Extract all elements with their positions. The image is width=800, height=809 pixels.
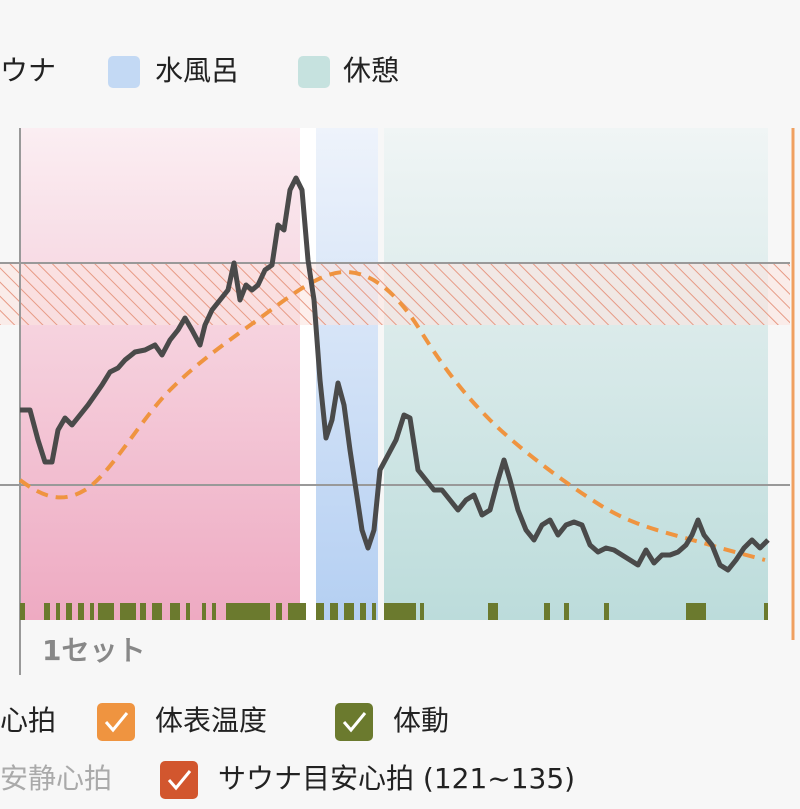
activity-bar [56, 603, 60, 620]
check [104, 712, 129, 733]
activity-bar [330, 603, 338, 620]
legend-label: 水風呂 [155, 54, 239, 87]
activity-bar [604, 603, 609, 620]
temperature-line [18, 269, 766, 562]
activity-bar [140, 603, 146, 620]
legend-label: 心拍 [0, 704, 56, 737]
legend-label: ウナ [0, 54, 56, 87]
set-label: 1セット [42, 634, 145, 667]
target-band [0, 263, 790, 325]
checkbox[interactable] [160, 761, 198, 799]
activity-bar [360, 603, 366, 620]
activity [20, 603, 768, 620]
legend-swatch [298, 56, 330, 88]
activity-bar [202, 603, 206, 620]
activity-bar [488, 603, 498, 620]
activity-bar [152, 603, 162, 620]
activity-bar [44, 603, 50, 620]
activity-bar [344, 603, 354, 620]
activity-bar [90, 603, 94, 620]
check [342, 712, 367, 733]
activity-bar [544, 603, 550, 620]
check [167, 770, 192, 791]
activity-bar [186, 603, 190, 620]
activity-bar [764, 603, 768, 620]
legend-label: 体動 [393, 704, 449, 737]
legend-label: サウナ目安心拍 (121~135) [218, 762, 575, 795]
activity-bar [384, 603, 416, 620]
legend-label: 安静心拍 [0, 762, 112, 795]
activity-bar [212, 603, 216, 620]
activity-bar [120, 603, 136, 620]
activity-bar [226, 603, 270, 620]
plot: 1セット [0, 128, 795, 675]
legend-swatch [108, 56, 140, 88]
sauna-zone [20, 128, 300, 620]
checkbox[interactable] [335, 703, 373, 741]
legend-top: ウナ 水風呂 休憩 [0, 54, 399, 88]
activity-bar [98, 603, 114, 620]
bath-zone [316, 128, 378, 620]
activity-bar [372, 603, 376, 620]
activity-bar [276, 603, 282, 620]
activity-bar [20, 603, 25, 620]
activity-bar [288, 603, 306, 620]
checkbox[interactable] [97, 703, 135, 741]
activity-bar [686, 603, 706, 620]
activity-bar [420, 603, 424, 620]
activity-bar [316, 603, 324, 620]
legend-label: 休憩 [343, 54, 399, 87]
gap-zone [300, 128, 316, 620]
activity-bar [564, 603, 569, 620]
legend-label: 体表温度 [155, 704, 267, 737]
activity-bar [66, 603, 72, 620]
activity-bar [78, 603, 84, 620]
heart-rate-line [20, 175, 770, 573]
legend-bottom: 心拍 体表温度 体動 安静心拍 サウナ目安心拍 (121~135) [0, 703, 575, 799]
activity-bar [170, 603, 180, 620]
